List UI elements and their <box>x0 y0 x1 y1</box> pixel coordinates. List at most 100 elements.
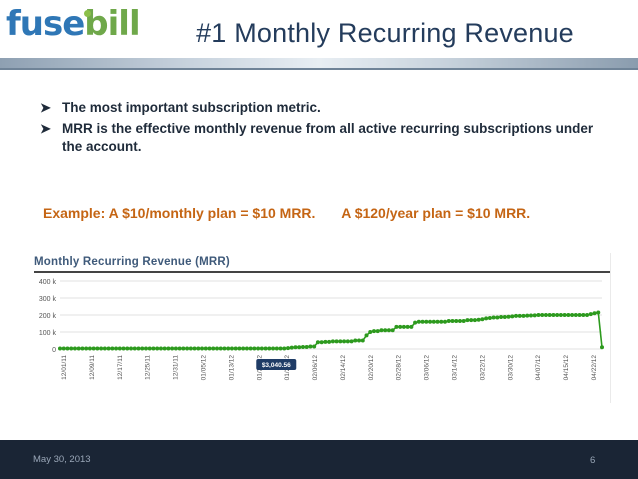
mrr-data-point <box>551 313 556 317</box>
mrr-series-line <box>60 311 603 350</box>
x-tick-label: 02/20/12 <box>368 355 375 381</box>
mrr-data-point <box>573 313 578 317</box>
mrr-data-point <box>65 346 70 351</box>
mrr-data-point <box>487 316 492 321</box>
x-tick-label: 04/15/12 <box>563 355 570 381</box>
x-tick-label: 12/31/11 <box>173 355 180 380</box>
mrr-data-point <box>439 319 444 324</box>
mrr-data-point <box>394 324 399 329</box>
mrr-data-point <box>170 346 175 351</box>
mrr-data-point <box>588 312 593 317</box>
slide-header: fusebill #1 Monthly Recurring Revenue <box>0 0 638 58</box>
mrr-data-point <box>435 319 440 324</box>
mrr-data-point <box>585 313 590 317</box>
mrr-data-point <box>259 346 264 351</box>
mrr-data-point <box>499 315 504 320</box>
x-tick-label: 12/01/11 <box>61 355 68 380</box>
mrr-data-point <box>349 339 354 344</box>
mrr-data-point <box>192 346 197 351</box>
mrr-data-point <box>566 313 571 317</box>
mrr-data-point <box>446 318 451 323</box>
mrr-data-point <box>106 346 111 351</box>
mrr-data-point <box>476 317 481 322</box>
mrr-data-point <box>405 324 410 329</box>
y-tick-label: 400 k <box>39 279 57 286</box>
mrr-data-point <box>398 324 403 329</box>
bullet-list: ➤ The most important subscription metric… <box>40 99 615 159</box>
mrr-data-point <box>95 346 100 351</box>
example-line: Example: A $10/monthly plan = $10 MRR. A… <box>43 205 633 221</box>
x-tick-label: 03/14/12 <box>452 355 459 381</box>
mrr-data-point <box>151 346 156 351</box>
mrr-data-point <box>278 346 283 351</box>
mrr-data-point <box>540 313 545 317</box>
title-divider-line <box>0 68 638 70</box>
mrr-data-point <box>196 346 201 351</box>
mrr-data-point <box>229 346 234 351</box>
mrr-data-point <box>256 346 261 351</box>
mrr-data-point <box>596 310 601 315</box>
mrr-data-point <box>390 328 395 333</box>
mrr-data-point <box>136 346 141 351</box>
x-tick-label: 12/25/11 <box>145 355 152 380</box>
mrr-data-point <box>218 346 223 351</box>
mrr-data-point <box>379 328 384 333</box>
mrr-data-point <box>185 346 190 351</box>
mrr-data-point <box>543 313 548 317</box>
x-tick-label: 01/05/12 <box>200 355 207 381</box>
bullet-text: MRR is the effective monthly revenue fro… <box>62 121 594 154</box>
mrr-data-point <box>495 315 500 320</box>
mrr-data-point <box>140 346 145 351</box>
mrr-data-point <box>308 344 313 349</box>
mrr-data-point <box>581 313 586 317</box>
mrr-data-point <box>222 346 227 351</box>
mrr-data-point <box>300 344 305 349</box>
mrr-data-point <box>244 346 249 351</box>
y-tick-label: 0 <box>52 347 56 354</box>
mrr-data-point <box>510 314 515 319</box>
arrow-bullet-icon: ➤ <box>40 100 51 115</box>
mrr-data-point <box>203 346 208 351</box>
mrr-data-point <box>87 346 92 351</box>
mrr-data-point <box>99 346 104 351</box>
mrr-data-point <box>502 315 507 320</box>
mrr-data-point <box>147 346 152 351</box>
mrr-data-point <box>454 318 459 323</box>
slide-title: #1 Monthly Recurring Revenue <box>196 18 574 48</box>
mrr-data-point <box>155 346 160 351</box>
chart-title-rule <box>34 271 610 273</box>
mrr-data-point <box>592 311 597 316</box>
mrr-data-point <box>330 339 335 344</box>
mrr-data-point <box>72 346 77 351</box>
mrr-data-point <box>297 345 302 350</box>
mrr-data-point <box>536 313 541 317</box>
x-tick-label: 02/28/12 <box>396 355 403 381</box>
mrr-data-point <box>600 345 604 350</box>
mrr-data-point <box>431 319 436 324</box>
mrr-data-point <box>84 346 89 351</box>
mrr-data-point <box>386 328 391 333</box>
mrr-data-point <box>207 346 212 351</box>
x-tick-label: 02/06/12 <box>312 355 319 381</box>
title-divider <box>0 58 638 68</box>
mrr-data-point <box>353 338 358 343</box>
mrr-data-point <box>360 338 365 343</box>
mrr-data-point <box>443 319 448 324</box>
mrr-data-point <box>237 346 242 351</box>
chart-title: Monthly Recurring Revenue (MRR) <box>34 256 230 268</box>
mrr-data-point <box>514 313 519 318</box>
mrr-data-point <box>267 346 272 351</box>
bullet-text: The most important subscription metric. <box>62 100 321 115</box>
mrr-chart: 0 100 k 200 k 300 k 400 k 12/01/11 12/09/11 12/… <box>30 253 611 403</box>
mrr-data-point <box>461 318 466 323</box>
mrr-data-point <box>338 339 343 344</box>
mrr-data-point <box>342 339 347 344</box>
mrr-data-point <box>345 339 350 344</box>
slide-number: 6 <box>590 455 596 466</box>
mrr-data-point <box>293 345 298 350</box>
mrr-data-point <box>525 313 530 318</box>
data-tooltip-text: $3,040.56 <box>262 362 291 369</box>
mrr-data-point <box>102 346 107 351</box>
mrr-data-point <box>472 318 477 323</box>
mrr-data-point <box>274 346 279 351</box>
